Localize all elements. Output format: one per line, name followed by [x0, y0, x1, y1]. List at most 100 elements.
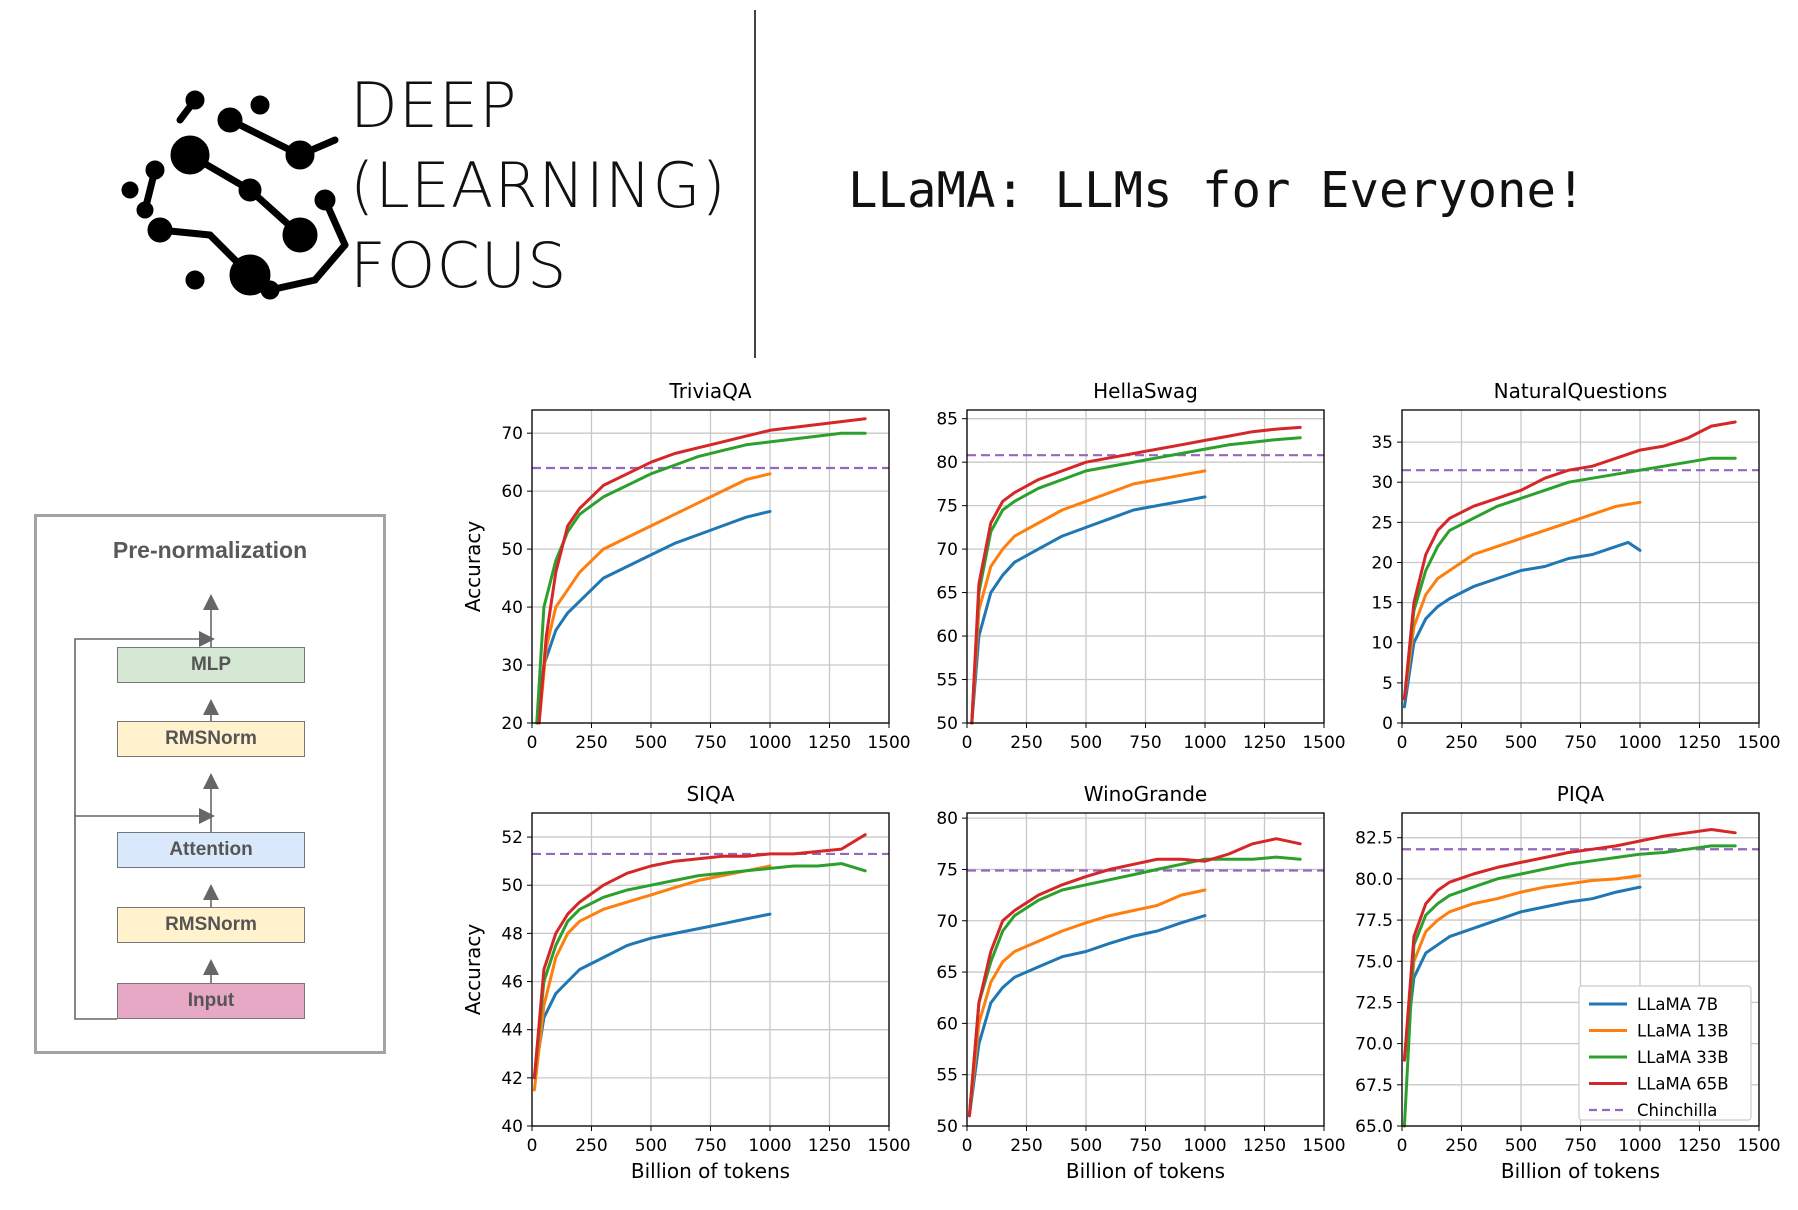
y-tick-label: 44	[501, 1021, 523, 1041]
mlp-block: MLP	[117, 647, 305, 683]
y-tick-label: 75	[936, 497, 958, 517]
plot-frame	[966, 409, 1325, 724]
deep-learning-focus-logo	[121, 90, 349, 300]
chart-naturalquestions: 0 250 500 750 1000 1250 1500 0 5 10 15 20 25 30 35 Natu…	[1371, 379, 1780, 753]
series-line	[535, 509, 772, 725]
x-tick-label: 0	[1397, 1136, 1408, 1156]
series-line	[970, 436, 1302, 725]
y-tick-label: 50	[936, 714, 958, 734]
brand-line-1: DEEP	[350, 69, 518, 142]
y-tick-label: 40	[501, 598, 523, 618]
y-tick-label: 67.5	[1355, 1076, 1393, 1096]
series-line	[1402, 500, 1642, 701]
brand-line-3: FOCUS	[350, 229, 568, 302]
y-tick-label: 85	[936, 410, 958, 430]
input-block: Input	[117, 983, 305, 1019]
y-tick-label: 65	[936, 963, 958, 983]
x-tick-label: 750	[1564, 1136, 1596, 1156]
series-line	[967, 914, 1207, 1118]
series-line	[967, 837, 1302, 1118]
y-tick-label: 30	[501, 656, 523, 676]
series-line	[1402, 874, 1642, 1062]
y-tick-label: 50	[936, 1117, 958, 1137]
y-tick-label: 82.5	[1355, 829, 1393, 849]
x-tick-label: 0	[962, 1136, 973, 1156]
y-tick-label: 42	[501, 1069, 523, 1089]
legend-label: LLaMA 65B	[1637, 1075, 1729, 1094]
series-line	[967, 855, 1302, 1118]
diagram-title: Pre-normalization	[112, 537, 308, 563]
legend-label: LLaMA 7B	[1637, 995, 1718, 1014]
x-tick-label: 750	[1129, 733, 1161, 753]
x-tick-label: 250	[1010, 733, 1042, 753]
y-tick-label: 5	[1382, 674, 1393, 694]
headline: LLaMA: LLMs for Everyone!	[848, 162, 1586, 219]
y-tick-label: 75.0	[1355, 952, 1393, 972]
x-tick-label: 1500	[1302, 1136, 1345, 1156]
series-line	[532, 912, 772, 1080]
series-line	[535, 431, 867, 725]
x-tick-label: 500	[1070, 733, 1102, 753]
x-tick-label: 250	[575, 733, 607, 753]
x-tick-label: 500	[1505, 1136, 1537, 1156]
series-line	[1402, 540, 1642, 709]
x-tick-label: 1000	[1618, 1136, 1661, 1156]
x-tick-label: 1000	[1618, 733, 1661, 753]
series-line	[1402, 828, 1737, 1062]
x-tick-label: 0	[527, 733, 538, 753]
y-tick-label: 72.5	[1355, 993, 1393, 1013]
chart-siqa: 0 250 500 750 1000 1250 1500 40 42 44 46 48 50 52 SIQA…	[461, 782, 911, 1183]
y-tick-label: 40	[501, 1117, 523, 1137]
y-tick-label: 55	[936, 671, 958, 691]
x-tick-label: 1500	[1302, 733, 1345, 753]
y-tick-label: 77.5	[1355, 911, 1393, 931]
chart-title: SIQA	[686, 782, 734, 806]
series-line	[970, 425, 1302, 725]
series-line	[1402, 844, 1737, 1128]
x-axis-label: Billion of tokens	[1066, 1159, 1225, 1183]
y-tick-label: 35	[1371, 433, 1393, 453]
attention-block: Attention	[117, 832, 305, 868]
x-tick-label: 0	[962, 733, 973, 753]
y-tick-label: 48	[501, 924, 523, 944]
plot-frame	[1401, 409, 1760, 724]
chart-title: NaturalQuestions	[1494, 379, 1668, 403]
series-line	[532, 862, 867, 1080]
x-tick-label: 1500	[1737, 1136, 1780, 1156]
legend-label: LLaMA 33B	[1637, 1048, 1729, 1067]
y-tick-label: 75	[936, 860, 958, 880]
y-axis-label: Accuracy	[461, 521, 485, 612]
x-tick-label: 1000	[1183, 733, 1226, 753]
y-tick-label: 70	[936, 540, 958, 560]
series-line	[532, 833, 867, 1080]
y-tick-label: 70	[501, 424, 523, 444]
x-axis-label: Billion of tokens	[1501, 1159, 1660, 1183]
y-tick-label: 80.0	[1355, 870, 1393, 890]
chart-title: PIQA	[1557, 782, 1605, 806]
legend-box	[1578, 985, 1752, 1121]
y-tick-label: 60	[936, 1014, 958, 1034]
chart-triviaqa: 0 250 500 750 1000 1250 1500 20 30 40 50 60 70 Trivia…	[461, 379, 911, 753]
x-tick-label: 750	[694, 1136, 726, 1156]
x-tick-label: 500	[1505, 733, 1537, 753]
x-tick-label: 1250	[1243, 733, 1286, 753]
x-tick-label: 500	[635, 733, 667, 753]
x-tick-label: 1250	[808, 733, 851, 753]
series-line	[970, 469, 1207, 725]
x-tick-label: 500	[1070, 1136, 1102, 1156]
chart-winogrande: 0 250 500 750 1000 1250 1500 50 55 60 65 70 75 80 Wino…	[936, 782, 1345, 1183]
series-line	[537, 472, 772, 725]
x-tick-label: 1250	[1243, 1136, 1286, 1156]
legend-label: LLaMA 13B	[1637, 1022, 1729, 1041]
x-tick-label: 1500	[1737, 733, 1780, 753]
chart-hellaswag: 0 250 500 750 1000 1250 1500 50 55 60 65 70 75 80 85 He…	[936, 379, 1345, 753]
x-tick-label: 750	[1129, 1136, 1161, 1156]
series-line	[970, 495, 1207, 725]
y-tick-label: 50	[501, 876, 523, 896]
x-tick-label: 250	[1445, 1136, 1477, 1156]
y-tick-label: 20	[1371, 553, 1393, 573]
plot-frame	[531, 812, 890, 1127]
y-tick-label: 20	[501, 714, 523, 734]
y-tick-label: 80	[936, 453, 958, 473]
chart-title: TriviaQA	[668, 379, 751, 403]
